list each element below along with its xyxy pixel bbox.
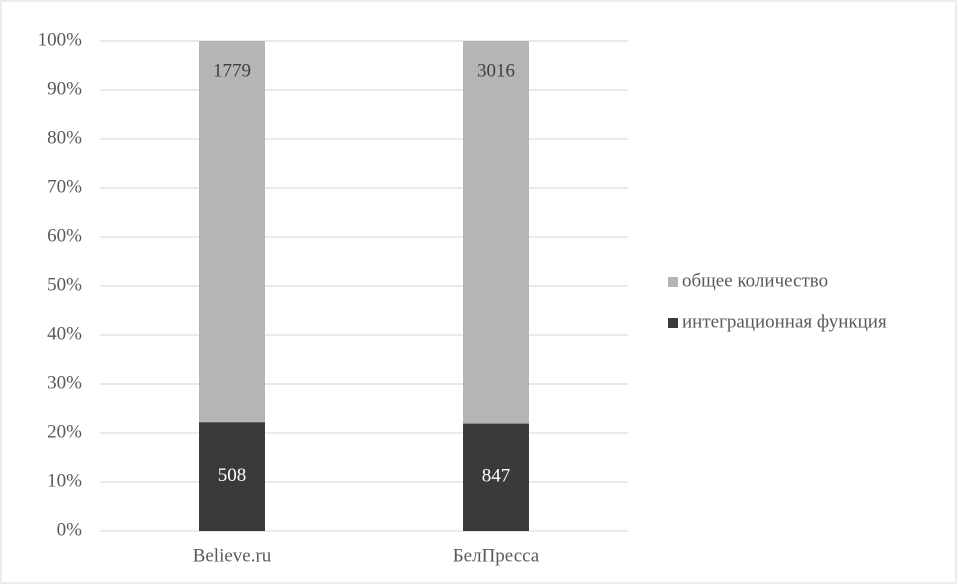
y-tick-label: 70% — [47, 176, 82, 197]
y-tick-label: 80% — [47, 127, 82, 148]
bar-segment — [463, 423, 529, 531]
bar-segment — [199, 422, 265, 531]
y-tick-label: 20% — [47, 421, 82, 442]
legend-swatch — [668, 277, 678, 287]
data-label: 508 — [218, 465, 247, 486]
data-label: 1779 — [213, 60, 251, 81]
data-label: 3016 — [477, 60, 515, 81]
legend-label: интеграционная функция — [682, 311, 887, 332]
legend-swatch — [668, 318, 678, 328]
data-label: 847 — [482, 466, 511, 487]
y-tick-label: 90% — [47, 78, 82, 99]
bar-segment — [199, 41, 265, 423]
y-tick-label: 40% — [47, 323, 82, 344]
y-tick-label: 30% — [47, 372, 82, 393]
y-tick-label: 50% — [47, 274, 82, 295]
bar-segment — [463, 41, 529, 424]
y-tick-label: 0% — [57, 519, 83, 540]
y-tick-label: 100% — [38, 29, 83, 50]
y-tick-label: 10% — [47, 470, 82, 491]
legend-label: общее количество — [682, 270, 828, 291]
x-tick-label: Believe.ru — [193, 545, 272, 566]
y-tick-label: 60% — [47, 225, 82, 246]
x-tick-label: БелПресса — [453, 545, 540, 566]
